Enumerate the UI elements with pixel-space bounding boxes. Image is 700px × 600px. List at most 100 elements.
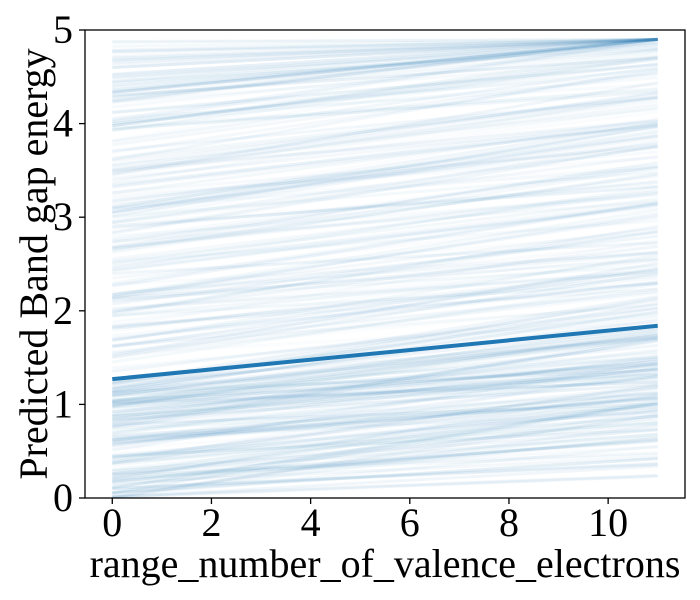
ice-line bbox=[112, 433, 658, 476]
ice-line bbox=[112, 423, 658, 496]
ice-line bbox=[112, 141, 658, 211]
ice-line bbox=[112, 371, 658, 414]
ice-line bbox=[112, 367, 658, 428]
ice-line bbox=[112, 374, 658, 410]
ice-line bbox=[112, 359, 658, 409]
ice-line bbox=[112, 404, 658, 430]
ice-line bbox=[112, 230, 658, 306]
ice-line bbox=[112, 402, 658, 463]
ice-line bbox=[112, 67, 658, 123]
ice-line bbox=[112, 414, 658, 465]
ice-line bbox=[112, 391, 658, 439]
ice-line bbox=[112, 306, 658, 373]
ice-line bbox=[112, 212, 658, 300]
ice-line bbox=[112, 367, 658, 418]
y-tick-label: 4 bbox=[53, 101, 73, 146]
ice-line bbox=[112, 406, 658, 437]
ice-line bbox=[112, 428, 658, 473]
ice-line bbox=[112, 339, 658, 421]
x-tick-label: 8 bbox=[499, 500, 519, 545]
ice-line bbox=[112, 191, 658, 250]
ice-line bbox=[112, 399, 658, 491]
x-tick-label: 0 bbox=[102, 500, 122, 545]
ice-line bbox=[112, 409, 658, 457]
ice-line bbox=[112, 37, 658, 104]
x-tick-label: 2 bbox=[201, 500, 221, 545]
ice-line bbox=[112, 387, 658, 482]
ice-line bbox=[112, 407, 658, 460]
ice-line bbox=[112, 39, 658, 124]
ice-lines-layer bbox=[112, 37, 658, 498]
ice-line bbox=[112, 208, 658, 297]
ice-line bbox=[112, 71, 658, 154]
x-axis-ticks: 0 2 4 6 8 10 bbox=[102, 498, 628, 545]
ice-line bbox=[112, 427, 658, 458]
y-tick-label: 5 bbox=[53, 7, 73, 52]
ice-line bbox=[112, 203, 658, 272]
ice-line bbox=[112, 325, 658, 388]
ice-line bbox=[112, 51, 658, 128]
ice-line bbox=[112, 230, 658, 313]
ice-line bbox=[112, 462, 658, 490]
ice-line bbox=[112, 37, 658, 59]
ice-line bbox=[112, 395, 658, 447]
ice-line bbox=[112, 383, 658, 465]
x-axis-label: range_number_of_valence_electrons bbox=[90, 541, 681, 586]
ice-line bbox=[112, 37, 658, 44]
ice-line bbox=[112, 462, 658, 491]
ice-line bbox=[112, 47, 658, 85]
ice-line bbox=[112, 185, 658, 228]
ice-line bbox=[112, 245, 658, 313]
ice-line bbox=[112, 95, 658, 160]
ice-line bbox=[112, 372, 658, 402]
ice-line bbox=[112, 361, 658, 452]
ice-line bbox=[112, 227, 658, 297]
ice-line bbox=[112, 145, 658, 224]
ice-line bbox=[112, 436, 658, 487]
ice-line bbox=[112, 380, 658, 405]
ice-line bbox=[112, 282, 658, 364]
ice-line bbox=[112, 327, 658, 398]
ice-line bbox=[112, 37, 658, 94]
ice-line bbox=[112, 362, 658, 423]
ice-line bbox=[112, 355, 658, 402]
ice-line bbox=[112, 333, 658, 403]
ice-line bbox=[112, 172, 658, 253]
ice-line bbox=[112, 87, 658, 130]
ice-line bbox=[112, 191, 658, 261]
ice-line bbox=[112, 343, 658, 404]
ice-line bbox=[112, 37, 658, 52]
ice-line bbox=[112, 266, 658, 342]
ice-line bbox=[112, 185, 658, 270]
ice-line bbox=[112, 164, 658, 244]
ice-line bbox=[112, 401, 658, 495]
ice-line bbox=[112, 103, 658, 173]
ice-line bbox=[112, 250, 658, 303]
ice-line bbox=[112, 166, 658, 210]
y-tick-label: 1 bbox=[53, 381, 73, 426]
ice-line bbox=[112, 402, 658, 426]
ice-line bbox=[112, 130, 658, 209]
ice-line bbox=[112, 44, 658, 90]
ice-line bbox=[112, 70, 658, 147]
ice-line bbox=[112, 268, 658, 349]
ice-line bbox=[112, 385, 658, 461]
ice-line bbox=[112, 118, 658, 173]
ice-line bbox=[112, 121, 658, 210]
ice-line bbox=[112, 375, 658, 447]
ice-line bbox=[112, 65, 658, 143]
ice-line bbox=[112, 390, 658, 446]
ice-line bbox=[112, 269, 658, 331]
ice-line bbox=[112, 350, 658, 398]
ice-line bbox=[112, 287, 658, 360]
ice-line bbox=[112, 90, 658, 172]
ice-line bbox=[112, 37, 658, 122]
ice-line bbox=[112, 154, 658, 225]
series-line-0 bbox=[112, 323, 658, 382]
ice-line bbox=[112, 295, 658, 384]
ice-line bbox=[112, 143, 658, 203]
ice-line bbox=[112, 364, 658, 403]
ice-line bbox=[112, 416, 658, 485]
ice-line bbox=[112, 62, 658, 114]
